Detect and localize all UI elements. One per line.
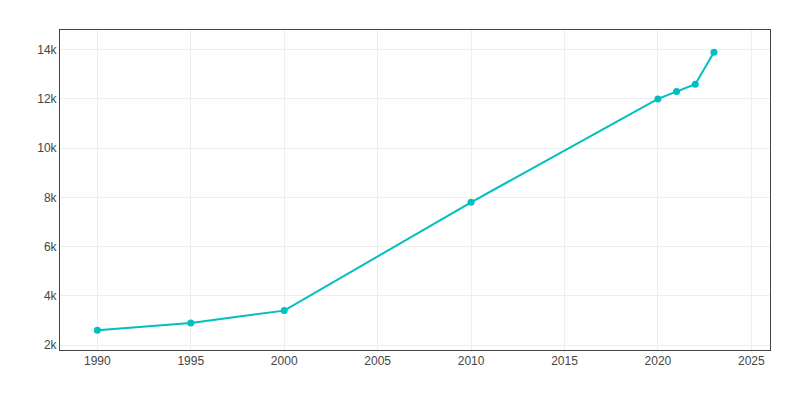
svg-text:1990: 1990 xyxy=(84,354,111,368)
svg-text:4k: 4k xyxy=(44,289,58,303)
svg-text:2000: 2000 xyxy=(271,354,298,368)
svg-text:6k: 6k xyxy=(44,240,58,254)
svg-text:1995: 1995 xyxy=(177,354,204,368)
svg-text:2005: 2005 xyxy=(364,354,391,368)
svg-text:8k: 8k xyxy=(44,191,58,205)
svg-text:2010: 2010 xyxy=(458,354,485,368)
svg-text:2020: 2020 xyxy=(645,354,672,368)
svg-text:2025: 2025 xyxy=(738,354,765,368)
svg-text:2k: 2k xyxy=(44,338,58,352)
svg-text:10k: 10k xyxy=(37,141,57,155)
svg-text:12k: 12k xyxy=(37,92,57,106)
svg-text:2015: 2015 xyxy=(551,354,578,368)
svg-text:14k: 14k xyxy=(37,43,57,57)
